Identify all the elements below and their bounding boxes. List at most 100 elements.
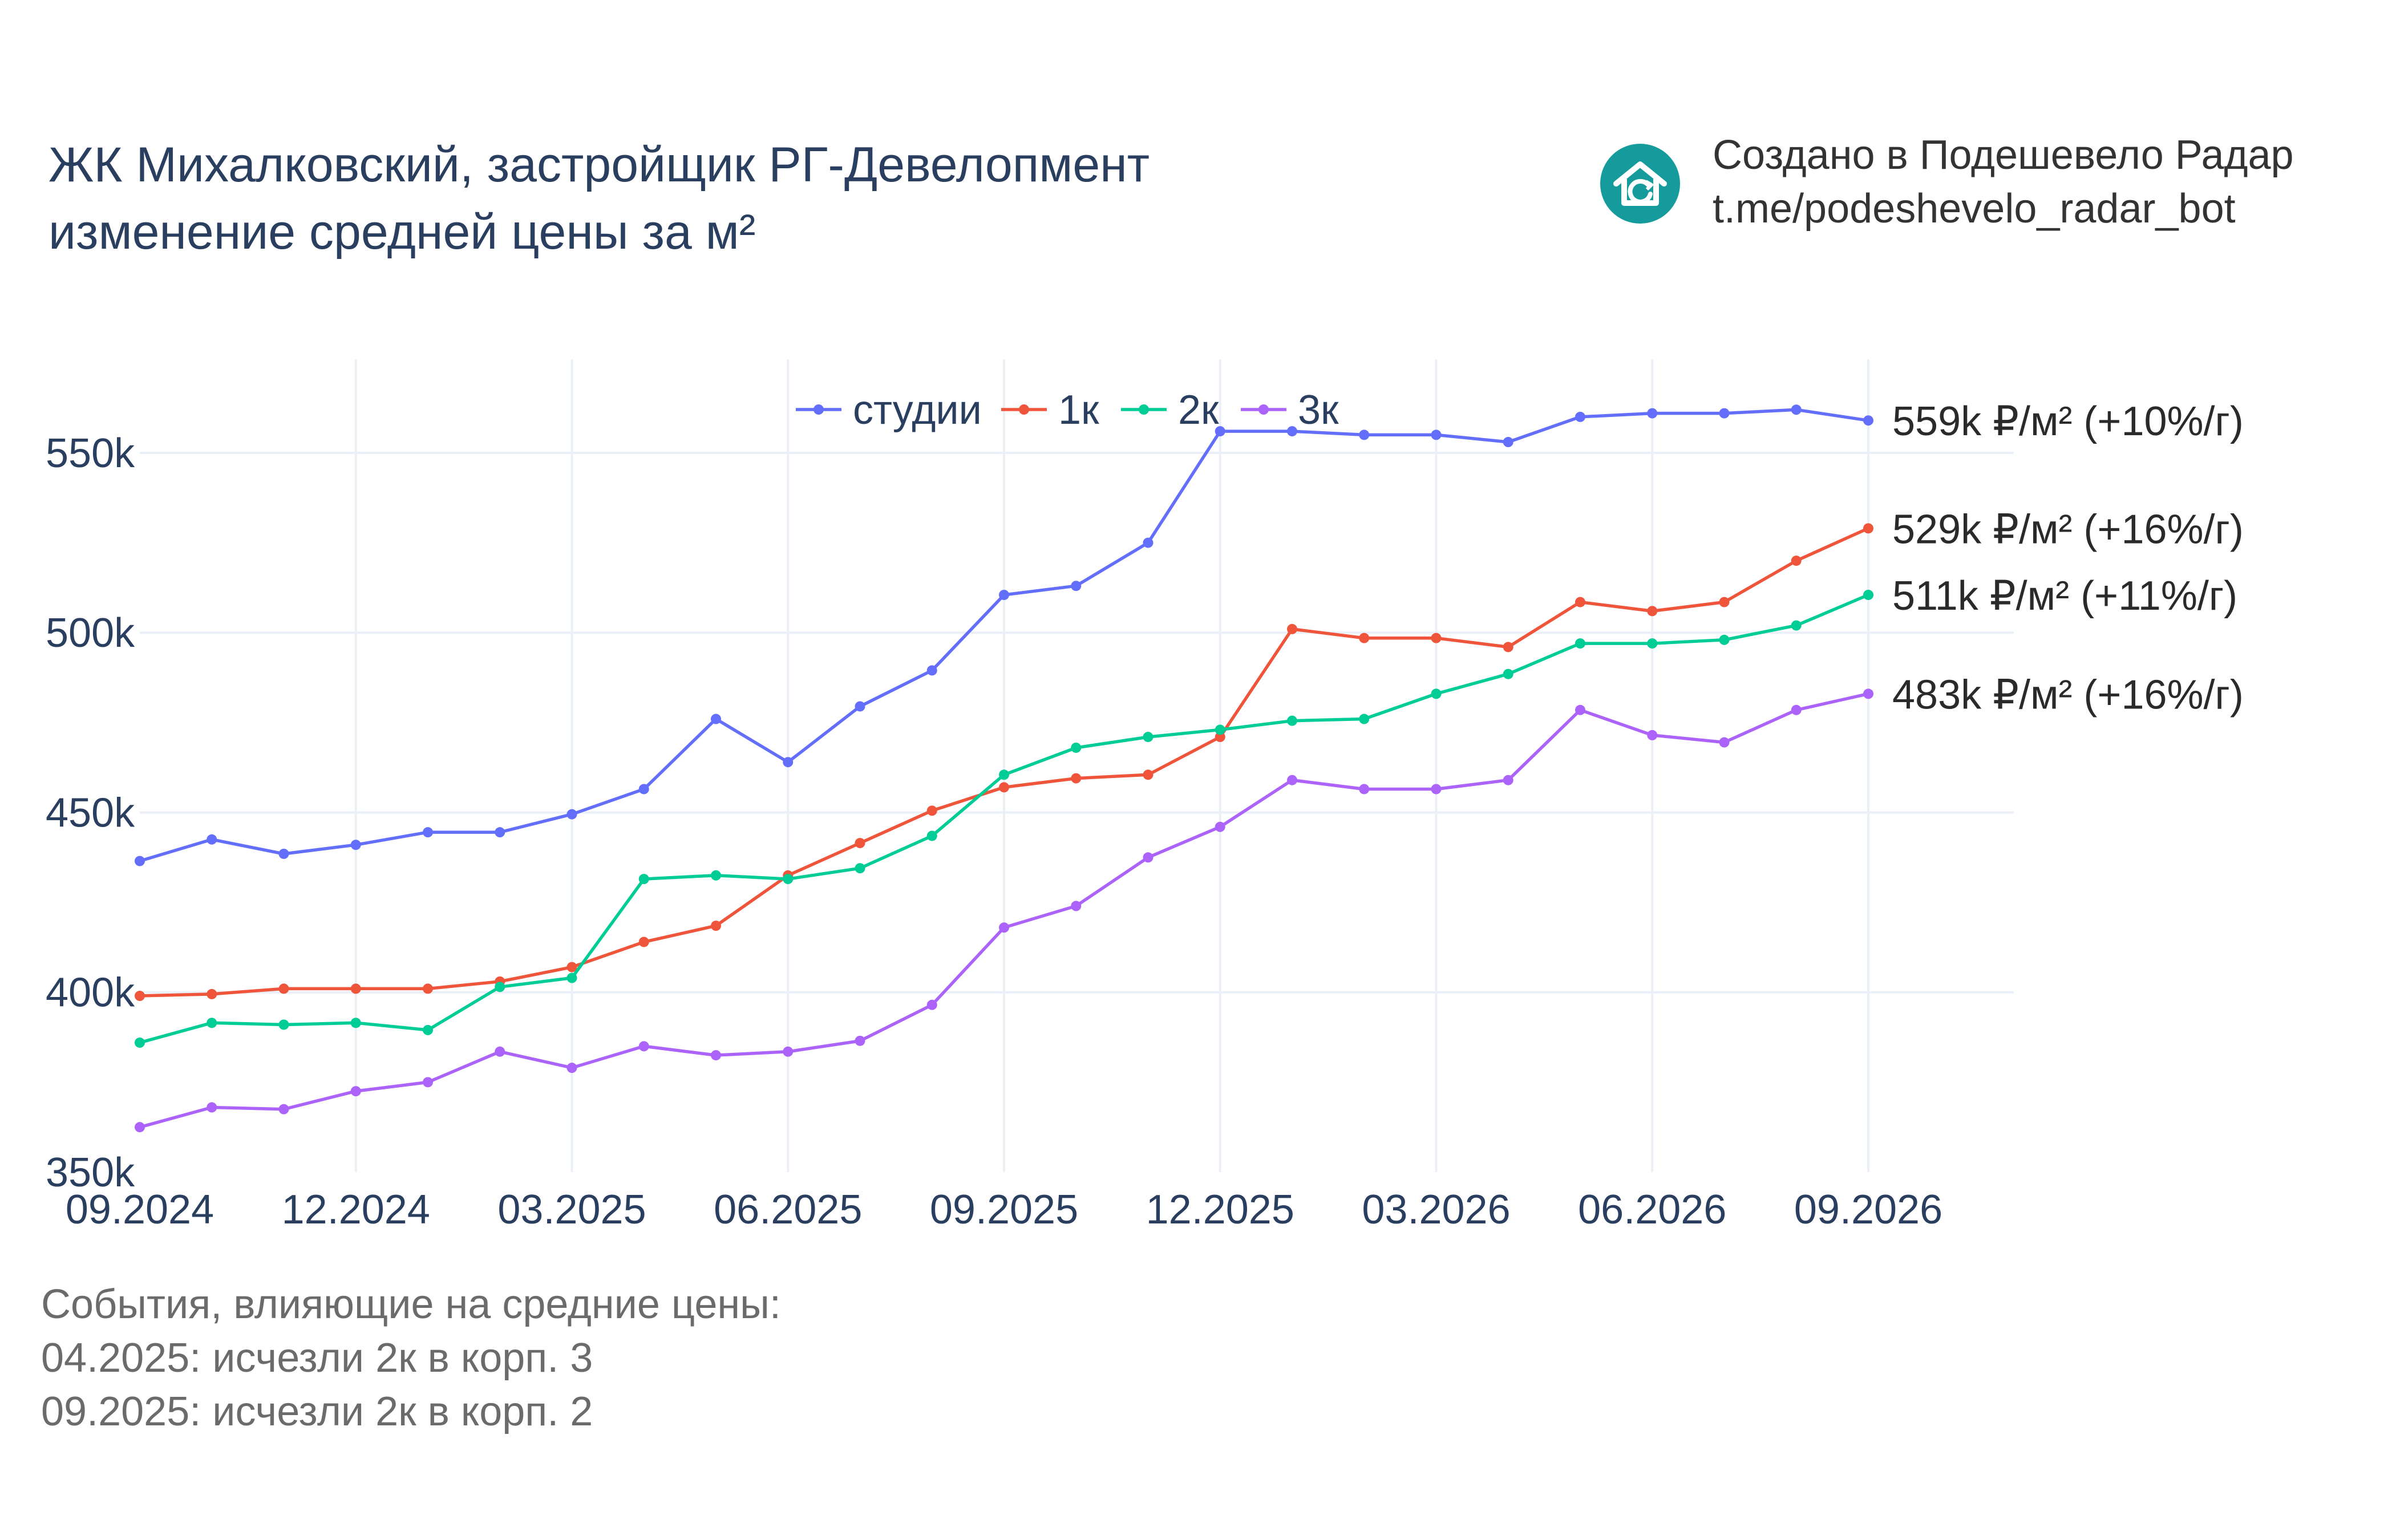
data-point <box>1647 730 1658 740</box>
data-point <box>1431 688 1442 699</box>
event-item-2: 09.2025: исчезли 2к в корп. 2 <box>41 1389 593 1434</box>
data-point <box>1071 581 1082 591</box>
data-point <box>926 665 937 676</box>
data-point <box>1287 715 1297 726</box>
events-heading: События, влияющие на средние цены: <box>41 1282 781 1327</box>
data-point <box>1143 769 1154 780</box>
data-point <box>566 962 577 972</box>
data-point <box>566 1063 577 1073</box>
house-logo-icon <box>1600 144 1680 224</box>
data-point <box>135 856 145 866</box>
data-point <box>1071 742 1082 753</box>
legend-marker <box>1019 404 1029 415</box>
data-point <box>1575 704 1585 715</box>
data-point <box>495 1046 505 1057</box>
series-end-label: 559k ₽/м² (+10%/г) <box>1892 399 2244 444</box>
data-point <box>1503 775 1513 785</box>
title-line-2: изменение средней цены за м² <box>48 205 756 260</box>
data-point <box>1791 704 1802 715</box>
x-tick-label: 03.2026 <box>1362 1187 1510 1233</box>
data-point <box>855 701 865 712</box>
data-point <box>1143 852 1154 863</box>
legend-label: 2к <box>1178 387 1219 433</box>
event-item-1: 04.2025: исчезли 2к в корп. 3 <box>41 1335 593 1381</box>
data-point <box>1791 620 1802 631</box>
data-point <box>1287 426 1297 437</box>
data-point <box>1503 437 1513 448</box>
data-point <box>1143 537 1154 548</box>
legend-label: 3к <box>1298 387 1339 433</box>
chart-title: ЖК Михалковский, застройщик РГ-Девелопме… <box>48 131 1150 266</box>
y-tick-label: 550k <box>46 431 135 476</box>
data-point <box>1863 589 1873 600</box>
data-point <box>711 1050 721 1061</box>
data-point <box>855 863 865 874</box>
data-point <box>926 805 937 816</box>
data-point <box>638 1041 649 1052</box>
data-point <box>1215 821 1225 832</box>
data-point <box>1359 429 1370 440</box>
data-point <box>1287 623 1297 634</box>
x-tick-label: 09.2024 <box>66 1187 214 1233</box>
data-point <box>1719 634 1730 645</box>
data-point <box>1215 724 1225 735</box>
branding-line-1: Создано в Подешевело Радар <box>1713 132 2294 178</box>
series-end-label: 529k ₽/м² (+16%/г) <box>1892 506 2244 552</box>
data-point <box>1863 688 1873 699</box>
data-point <box>1287 775 1297 785</box>
data-point <box>1431 784 1442 795</box>
data-point <box>1359 633 1370 643</box>
data-point <box>1647 408 1658 419</box>
data-point <box>423 1024 433 1035</box>
data-point <box>1215 732 1225 743</box>
data-point <box>638 784 649 795</box>
data-point <box>1575 597 1585 607</box>
x-tick-label: 12.2025 <box>1146 1187 1294 1233</box>
data-point <box>423 827 433 838</box>
data-point <box>207 1018 217 1028</box>
x-tick-label: 12.2024 <box>282 1187 430 1233</box>
legend-marker <box>813 404 824 415</box>
data-point <box>350 983 361 994</box>
data-point <box>1863 523 1873 534</box>
x-tick-label: 06.2025 <box>714 1187 862 1233</box>
data-point <box>495 982 505 992</box>
data-point <box>1575 638 1585 649</box>
data-point <box>278 1104 289 1115</box>
data-point <box>207 988 217 999</box>
series-end-label: 483k ₽/м² (+16%/г) <box>1892 672 2244 718</box>
legend-label: 1к <box>1058 387 1099 433</box>
branding-link[interactable]: t.me/podeshevelo_radar_bot <box>1713 186 2236 232</box>
data-point <box>783 1046 794 1057</box>
data-point <box>350 1018 361 1028</box>
data-point <box>1071 901 1082 911</box>
data-point <box>783 874 794 885</box>
data-point <box>423 1077 433 1088</box>
y-tick-label: 450k <box>46 790 135 836</box>
data-point <box>1359 714 1370 724</box>
data-point <box>999 922 1009 933</box>
data-point <box>1791 404 1802 415</box>
data-point <box>207 834 217 845</box>
data-point <box>711 870 721 881</box>
data-point <box>926 830 937 841</box>
data-point <box>1719 737 1730 748</box>
data-point <box>1359 784 1370 795</box>
data-point <box>638 874 649 885</box>
y-tick-label: 500k <box>46 610 135 656</box>
data-point <box>1215 426 1225 437</box>
y-tick-label: 350k <box>46 1150 135 1195</box>
series-end-label: 511k ₽/м² (+11%/г) <box>1892 573 2237 619</box>
data-point <box>350 840 361 850</box>
data-point <box>1071 773 1082 784</box>
data-point <box>495 827 505 838</box>
data-point <box>350 1086 361 1097</box>
legend-label: студии <box>853 387 982 433</box>
data-point <box>423 983 433 994</box>
data-point <box>855 838 865 849</box>
legend-marker <box>1258 404 1269 415</box>
x-tick-label: 06.2026 <box>1578 1187 1726 1233</box>
data-point <box>638 937 649 947</box>
data-point <box>1575 411 1585 422</box>
data-point <box>207 1102 217 1113</box>
